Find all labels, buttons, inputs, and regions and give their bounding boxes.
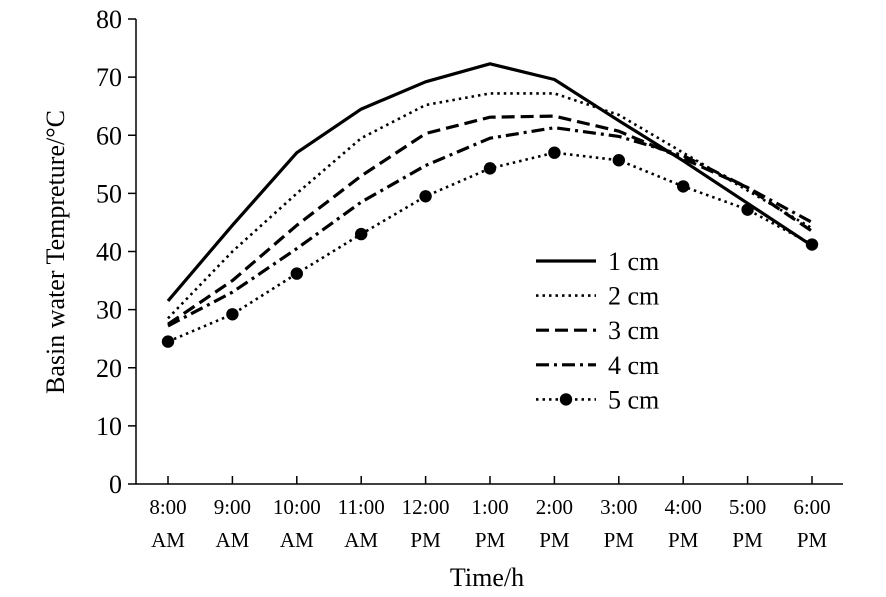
x-tick-label-time: 8:00 [149,495,186,519]
x-tick-label-ampm: PM [604,528,635,552]
x-tick-label-ampm: AM [280,528,314,552]
x-tick-label-ampm: PM [539,528,570,552]
x-tick-label-time: 9:00 [214,495,251,519]
y-tick-label: 30 [96,296,122,325]
series-5-point [355,227,368,241]
x-tick-label-ampm: AM [344,528,378,552]
x-ticks: 8:00 AM 9:00 AM 10:00 AM 11:00 AM 12:00 PM 1:00 PM 2… [149,476,831,552]
x-tick-label-time: 10:00 [273,495,321,519]
legend-label-3: 3 cm [608,316,659,345]
x-tick-label-ampm: AM [151,528,185,552]
x-tick-label-ampm: AM [215,528,249,552]
y-axis-title: Basin water Tempreture/°C [41,110,70,394]
y-tick-label: 10 [96,412,122,441]
y-tick-label: 70 [96,63,122,92]
x-tick-label-time: 5:00 [729,495,766,519]
series-5-point [805,238,819,251]
series-group [161,62,819,348]
series-5-point [161,335,175,348]
legend-label-4: 4 cm [608,351,659,380]
series-5-point [419,190,432,203]
x-tick-label-time: 12:00 [402,495,450,519]
series-line-4 [167,126,813,328]
series-5-point [290,267,303,280]
y-tick-label: 80 [96,5,122,34]
y-tick-label: 60 [96,121,122,150]
series-line-3 [167,114,813,326]
y-ticks: 0 10 20 30 40 50 60 70 80 [96,5,136,499]
legend: 1 cm 2 cm 3 cm 4 cm 5 cm [536,247,659,414]
y-tick-label: 50 [96,179,122,208]
series-line-1 [166,62,813,302]
y-tick-label: 40 [96,238,122,267]
x-tick-label-ampm: PM [410,528,441,552]
y-tick-label: 0 [109,470,122,499]
x-tick-label-ampm: PM [668,528,699,552]
x-tick-label-time: 2:00 [536,495,573,519]
series-5-point [226,308,239,321]
x-tick-label-ampm: PM [475,528,506,552]
legend-label-1: 1 cm [608,247,659,276]
legend-label-5: 5 cm [608,385,659,414]
series-5-point [548,146,561,159]
x-tick-label-time: 4:00 [665,495,702,519]
axes [135,19,843,485]
x-tick-label-time: 6:00 [793,495,830,519]
legend-label-2: 2 cm [608,282,659,311]
series-5-point [677,180,690,193]
x-tick-label-time: 11:00 [338,495,385,519]
y-tick-label: 20 [96,354,122,383]
x-tick-label-ampm: PM [732,528,763,552]
x-tick-label-ampm: PM [797,528,828,552]
legend-marker [559,393,573,406]
x-tick-label-time: 1:00 [471,495,508,519]
series-5-point [612,154,625,167]
series-line-2 [167,92,813,320]
x-axis-title: Time/h [450,563,524,592]
x-tick-label-time: 3:00 [600,495,637,519]
series-5-point [483,162,497,175]
series-5-point [741,203,754,216]
